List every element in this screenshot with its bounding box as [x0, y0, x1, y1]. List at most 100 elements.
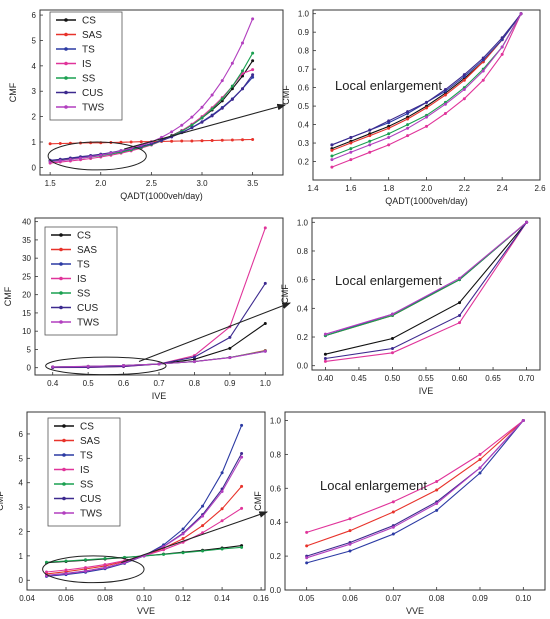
x-tick-label: 2.6 — [534, 184, 546, 193]
legend-marker — [62, 424, 66, 428]
data-point-is — [305, 530, 309, 534]
legend-box — [47, 417, 121, 527]
y-tick-label: 0.2 — [297, 333, 309, 342]
highlight-ellipse — [42, 555, 145, 584]
data-point-cus — [458, 314, 462, 318]
legend-marker — [62, 511, 66, 515]
x-tick-label: 0.60 — [452, 374, 468, 383]
highlight-ellipse — [47, 141, 147, 171]
data-point-sas — [230, 138, 234, 142]
y-tick-label: 0 — [19, 576, 24, 585]
legend-marker — [64, 105, 68, 109]
data-point-tws — [391, 525, 395, 529]
y-tick-label: 5 — [32, 36, 37, 45]
series-line-tws — [325, 221, 527, 335]
data-point-tws — [89, 155, 93, 159]
data-point-is — [368, 150, 372, 154]
legend-entry-tws: TWS — [77, 318, 100, 329]
x-tick-label: 0.5 — [83, 379, 95, 388]
data-point-tws — [58, 159, 62, 163]
x-tick-label: 1.5 — [45, 179, 57, 188]
data-point-cs — [228, 346, 232, 350]
x-tick-label: 0.07 — [386, 594, 402, 603]
y-tick-label: 0.0 — [297, 362, 309, 371]
data-point-tws — [368, 143, 372, 147]
y-tick-label: 0.6 — [270, 484, 282, 493]
x-axis-label: QADT(1000veh/day) — [385, 196, 468, 206]
data-point-tws — [192, 360, 196, 364]
data-point-is — [435, 480, 439, 484]
data-point-cus — [443, 87, 447, 91]
data-point-sas — [139, 140, 143, 144]
data-point-ss — [240, 545, 244, 549]
x-tick-label: 0.08 — [97, 594, 113, 603]
chart-ive-zoom: 0.40 0.45 0.50 0.55 0.60 0.65 0.70 0.0 0.2 0.4 0.6… — [280, 217, 541, 396]
data-point-ss — [210, 107, 214, 111]
x-tick-label: 1.0 — [260, 379, 272, 388]
x-tick-label: 2.5 — [146, 179, 158, 188]
data-point-tws — [323, 332, 327, 336]
x-tick-label: 0.14 — [214, 594, 230, 603]
legend-box — [44, 226, 118, 336]
data-point-cus — [481, 56, 485, 60]
data-point-sas — [435, 488, 439, 492]
data-point-is — [391, 500, 395, 504]
data-point-cs — [390, 336, 394, 340]
data-point-sas — [220, 138, 224, 142]
legend-marker — [64, 76, 68, 80]
data-point-tws — [68, 158, 72, 162]
data-point-sas — [406, 117, 410, 121]
x-tick-label: 0.05 — [299, 594, 315, 603]
data-point-cs — [192, 357, 196, 361]
legend-entry-sas: SAS — [82, 30, 102, 41]
y-tick-label: 6 — [19, 430, 24, 439]
x-tick-label: 0.06 — [58, 594, 74, 603]
data-point-is — [481, 78, 485, 82]
series-line-tws — [306, 420, 524, 559]
data-point-ts — [391, 532, 395, 536]
data-point-is — [162, 548, 166, 552]
data-point-cus — [251, 73, 255, 77]
y-tick-label: 1 — [32, 138, 37, 147]
x-tick-label: 2.2 — [459, 184, 471, 193]
legend-marker — [59, 276, 63, 281]
zoom-arrow — [124, 103, 287, 150]
x-axis-label: VVE — [406, 606, 424, 616]
series-line-sas — [306, 420, 524, 547]
data-point-sas — [129, 140, 133, 144]
data-point-sas — [425, 106, 428, 110]
data-point-is — [462, 97, 466, 101]
data-point-tws — [51, 365, 55, 369]
y-tick-label: 5 — [19, 454, 24, 463]
data-point-sas — [210, 138, 214, 142]
y-tick-label: 0.9 — [298, 28, 310, 37]
y-tick-label: 0 — [27, 364, 32, 373]
data-point-tws — [86, 364, 90, 368]
data-point-tws — [119, 149, 123, 153]
y-axis-label: CMF — [253, 491, 263, 511]
y-axis-label: CMF — [280, 284, 290, 304]
data-point-tws — [84, 569, 88, 573]
data-point-is — [390, 351, 394, 355]
local-enlargement-label: Local enlargement — [335, 78, 442, 93]
data-point-sas — [220, 507, 224, 511]
data-point-is — [406, 134, 410, 138]
y-tick-label: 0.8 — [297, 247, 309, 256]
chart-qadt-zoom: 1.4 1.6 1.8 2.0 2.2 2.4 2.6 0.2 0.3 0.4 0.5 0.6 0.7 0… — [281, 9, 546, 206]
y-tick-label: 0.3 — [298, 139, 310, 148]
y-tick-label: 0.8 — [270, 450, 282, 459]
data-point-ss — [84, 558, 88, 562]
data-point-is — [387, 143, 391, 147]
data-point-tws — [478, 466, 482, 470]
data-point-cus — [387, 119, 391, 123]
data-point-cus — [241, 87, 244, 91]
y-tick-label: 0.5 — [298, 102, 310, 111]
data-point-tws — [64, 572, 68, 576]
data-point-is — [425, 124, 428, 128]
data-point-sas — [241, 138, 244, 142]
data-point-tws — [230, 61, 234, 65]
zoom-arrow — [138, 302, 292, 363]
legend-marker — [64, 32, 68, 37]
x-tick-label: 0.09 — [472, 594, 488, 603]
